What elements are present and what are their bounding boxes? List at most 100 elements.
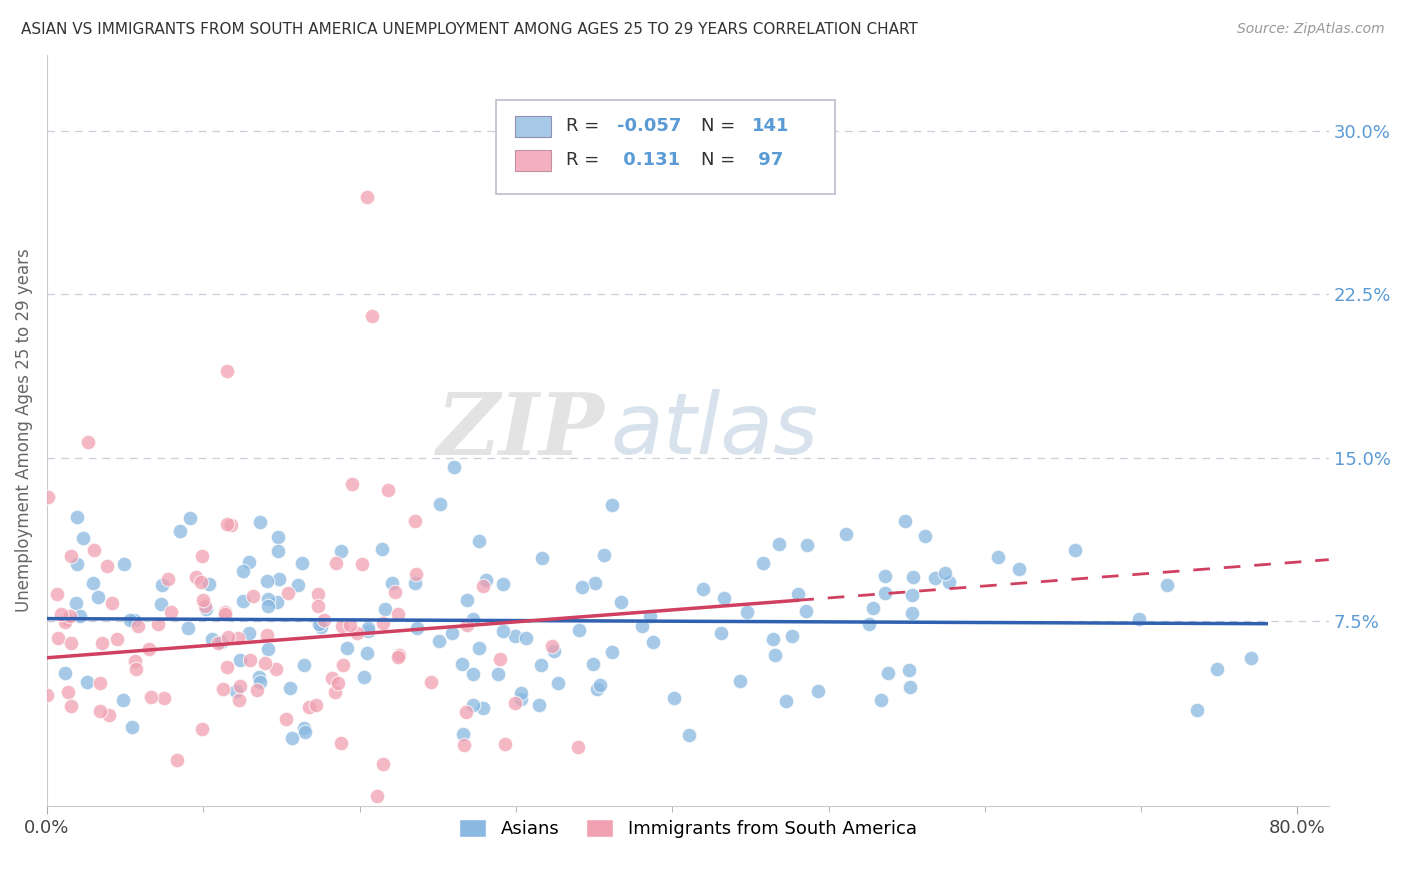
Point bbox=[540, 639, 562, 653]
Point bbox=[51, 607, 73, 621]
Point bbox=[56, 685, 79, 699]
Point bbox=[454, 705, 477, 719]
Point bbox=[191, 592, 214, 607]
Point bbox=[807, 684, 830, 698]
Point bbox=[266, 595, 288, 609]
Point bbox=[1064, 543, 1087, 558]
Point bbox=[166, 753, 188, 767]
Point bbox=[875, 586, 897, 600]
Point bbox=[353, 670, 375, 684]
Point bbox=[346, 626, 368, 640]
Point bbox=[492, 577, 515, 591]
Point bbox=[643, 634, 665, 648]
Point bbox=[371, 757, 394, 772]
Point bbox=[253, 656, 276, 670]
Point bbox=[82, 576, 104, 591]
Point bbox=[232, 594, 254, 608]
Point bbox=[357, 624, 380, 638]
Point bbox=[924, 571, 946, 585]
Point bbox=[934, 566, 956, 581]
Point bbox=[456, 618, 478, 632]
Point bbox=[194, 599, 217, 613]
Point bbox=[66, 509, 89, 524]
Point bbox=[232, 564, 254, 578]
Point bbox=[730, 673, 752, 688]
Point bbox=[1187, 702, 1209, 716]
Point bbox=[212, 681, 235, 696]
Point bbox=[207, 636, 229, 650]
Point bbox=[305, 698, 328, 713]
Point bbox=[89, 675, 111, 690]
Point bbox=[371, 615, 394, 630]
Point bbox=[191, 549, 214, 563]
Point bbox=[124, 662, 146, 676]
Point bbox=[281, 731, 304, 745]
Point bbox=[835, 526, 858, 541]
Point bbox=[321, 672, 343, 686]
Point bbox=[53, 615, 76, 629]
Point bbox=[509, 686, 531, 700]
Point bbox=[45, 587, 67, 601]
Point bbox=[76, 435, 98, 450]
Text: N =: N = bbox=[700, 118, 741, 136]
Point bbox=[217, 630, 239, 644]
Point bbox=[356, 646, 378, 660]
Point bbox=[1205, 662, 1227, 676]
Point bbox=[361, 309, 384, 323]
Text: atlas: atlas bbox=[612, 389, 818, 472]
Point bbox=[308, 617, 330, 632]
Point bbox=[987, 550, 1010, 565]
Point bbox=[307, 599, 329, 613]
Point bbox=[292, 721, 315, 735]
Point bbox=[124, 654, 146, 668]
Point bbox=[186, 570, 208, 584]
Point bbox=[59, 549, 82, 563]
Point bbox=[794, 604, 817, 618]
Point bbox=[775, 694, 797, 708]
Point bbox=[228, 693, 250, 707]
Point bbox=[610, 595, 633, 609]
Point bbox=[177, 622, 200, 636]
Point bbox=[768, 537, 790, 551]
Point bbox=[901, 607, 924, 621]
Point bbox=[291, 556, 314, 570]
Point bbox=[150, 577, 173, 591]
Point bbox=[256, 574, 278, 588]
Point bbox=[153, 690, 176, 705]
Point bbox=[735, 606, 758, 620]
Point bbox=[585, 682, 607, 697]
Point bbox=[366, 789, 388, 804]
Point bbox=[256, 591, 278, 606]
Point bbox=[56, 612, 79, 626]
Point bbox=[191, 722, 214, 736]
Point bbox=[48, 632, 70, 646]
Point bbox=[914, 528, 936, 542]
Point bbox=[59, 698, 82, 713]
Point bbox=[762, 632, 785, 646]
Point bbox=[405, 567, 427, 582]
Point bbox=[105, 632, 128, 647]
Point bbox=[505, 629, 527, 643]
Point bbox=[571, 580, 593, 594]
Point bbox=[862, 601, 884, 615]
Point bbox=[903, 570, 925, 584]
Point bbox=[780, 629, 803, 643]
Point bbox=[463, 698, 485, 712]
Point bbox=[340, 476, 363, 491]
Point bbox=[443, 460, 465, 475]
Point bbox=[139, 690, 162, 704]
Point bbox=[239, 653, 262, 667]
Point bbox=[441, 626, 464, 640]
Text: 141: 141 bbox=[752, 118, 789, 136]
Point bbox=[901, 588, 924, 602]
Point bbox=[94, 813, 117, 827]
Point bbox=[76, 675, 98, 690]
FancyBboxPatch shape bbox=[495, 100, 835, 194]
Text: -0.057: -0.057 bbox=[617, 118, 682, 136]
Point bbox=[1008, 562, 1031, 576]
Text: ZIP: ZIP bbox=[437, 389, 605, 472]
Point bbox=[238, 555, 260, 569]
Point bbox=[292, 658, 315, 673]
Point bbox=[371, 541, 394, 556]
Point bbox=[214, 607, 236, 621]
